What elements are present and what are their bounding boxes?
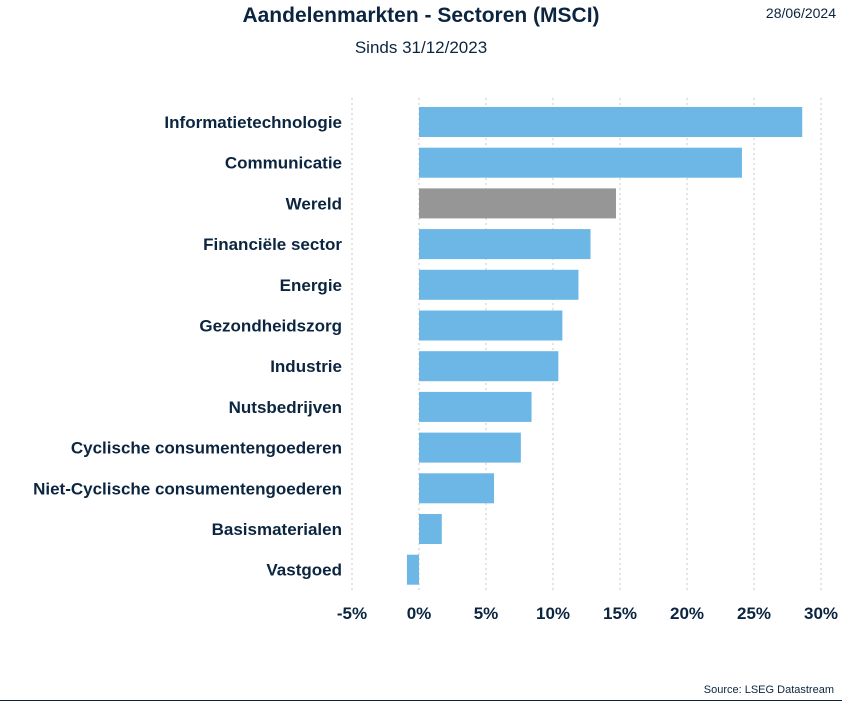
category-label: Cyclische consumentengoederen [71,439,342,458]
bar [419,229,591,260]
chart-subtitle: Sinds 31/12/2023 [354,38,488,57]
bar [419,391,532,422]
bar [419,351,559,382]
category-label: Wereld [286,194,342,213]
category-label: Financiële sector [203,235,342,254]
x-tick-label: -5% [337,604,367,623]
bar [419,269,579,300]
chart-title: Aandelenmarkten - Sectoren (MSCI) [242,4,600,27]
category-label: Industrie [270,357,342,376]
category-label: Niet-Cyclische consumentengoederen [33,479,342,498]
x-tick-label: 15% [603,604,637,623]
bar [406,554,419,585]
x-tick-label: 20% [670,604,704,623]
category-label: Communicatie [225,154,342,173]
x-tick-label: 30% [804,604,838,623]
category-label: Nutsbedrijven [229,398,342,417]
bar [419,432,521,463]
bar [419,473,495,504]
bottom-rule [0,700,842,701]
x-tick-label: 10% [536,604,570,623]
category-label: Energie [280,276,342,295]
source-label: Source: LSEG Datastream [703,684,834,696]
bar [419,107,803,137]
bar [419,147,742,178]
x-tick-label: 0% [407,604,432,623]
x-tick-label: 25% [737,604,771,623]
bar [419,310,563,341]
date-label: 28/06/2024 [765,5,836,21]
category-label: Basismaterialen [212,520,342,539]
category-label: Gezondheidszorg [199,317,342,336]
bar [419,514,442,544]
category-label: Vastgoed [266,561,342,580]
bar [419,188,616,219]
category-label: Informatietechnologie [164,113,342,132]
x-tick-label: 5% [474,604,499,623]
